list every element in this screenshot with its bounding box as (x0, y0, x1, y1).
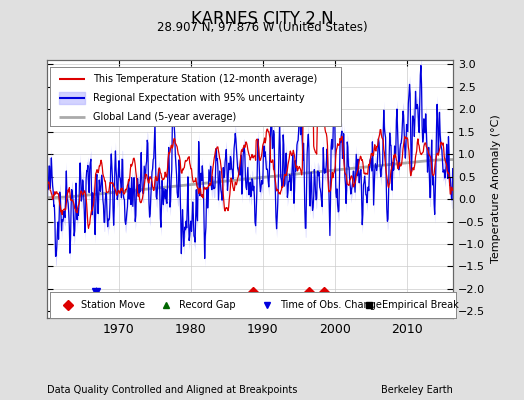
Text: Time of Obs. Change: Time of Obs. Change (280, 300, 383, 310)
Text: Empirical Break: Empirical Break (382, 300, 458, 310)
Text: Data Quality Controlled and Aligned at Breakpoints: Data Quality Controlled and Aligned at B… (47, 385, 298, 395)
Text: Regional Expectation with 95% uncertainty: Regional Expectation with 95% uncertaint… (93, 92, 305, 102)
Text: Station Move: Station Move (81, 300, 146, 310)
Text: Global Land (5-year average): Global Land (5-year average) (93, 112, 237, 122)
Text: 28.907 N, 97.876 W (United States): 28.907 N, 97.876 W (United States) (157, 21, 367, 34)
Text: Record Gap: Record Gap (179, 300, 236, 310)
Text: This Temperature Station (12-month average): This Temperature Station (12-month avera… (93, 74, 318, 84)
Y-axis label: Temperature Anomaly (°C): Temperature Anomaly (°C) (491, 115, 501, 263)
Text: Berkeley Earth: Berkeley Earth (381, 385, 453, 395)
Text: KARNES CITY 2 N: KARNES CITY 2 N (191, 10, 333, 28)
